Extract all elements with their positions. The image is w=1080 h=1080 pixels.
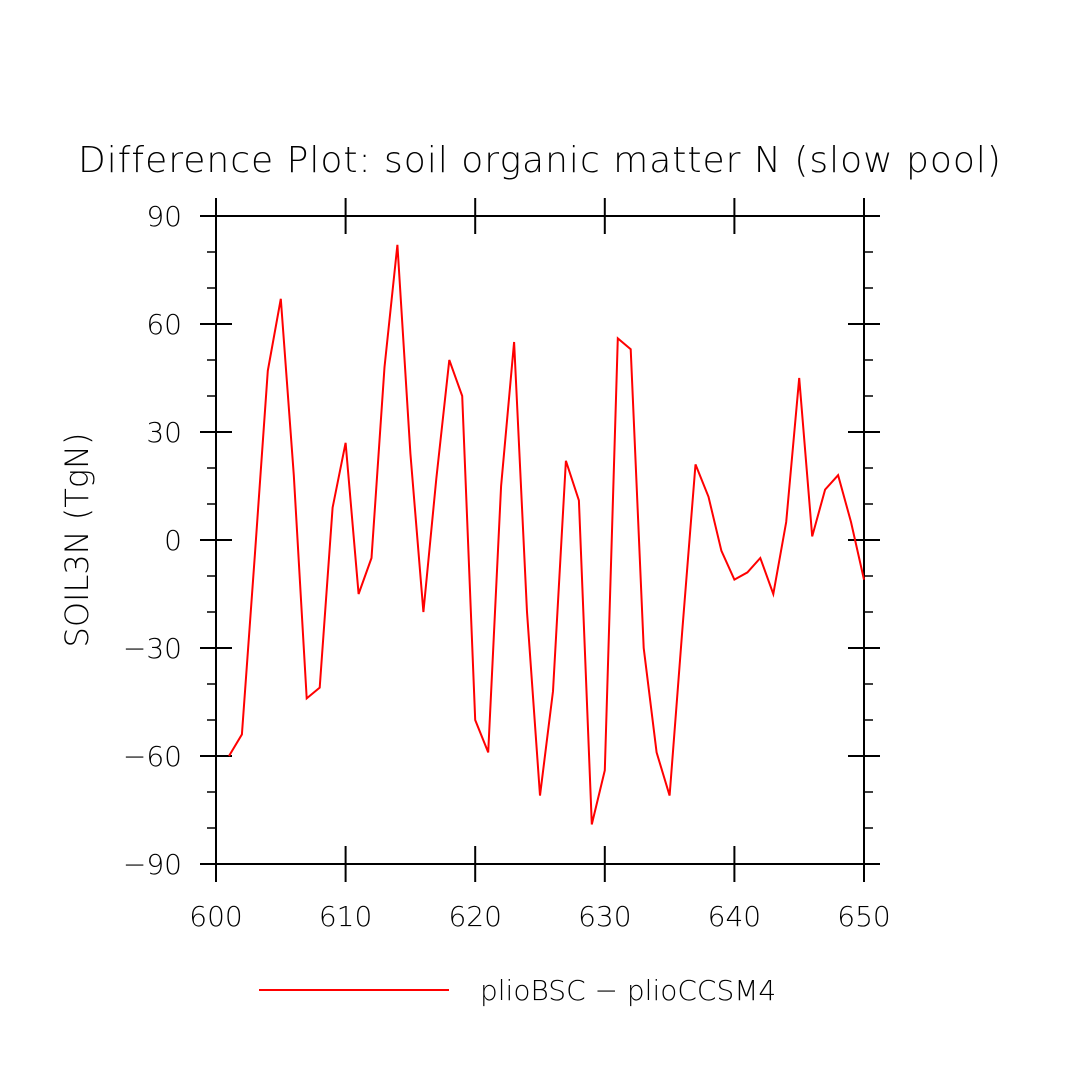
y-tick-label: 90 (146, 200, 182, 233)
x-tick-label: 610 (319, 900, 372, 933)
y-tick-labels: 90 60 30 0 −30 −60 −90 (123, 200, 182, 881)
y-axis-label: SOIL3N (TgN) (58, 433, 96, 648)
series-line-0 (228, 244, 865, 825)
legend-label: plioBSC − plioCCSM4 (480, 974, 776, 1007)
x-tick-labels: 600 610 620 630 640 650 (189, 900, 890, 933)
chart-title: Difference Plot: soil organic matter N (… (78, 140, 1002, 181)
y-tick-label: 0 (164, 524, 182, 557)
x-tick-label: 650 (837, 900, 890, 933)
plot-frame (215, 215, 865, 865)
x-tick-label: 640 (708, 900, 761, 933)
x-tick-label: 620 (448, 900, 501, 933)
series-group (228, 244, 865, 825)
y-tick-label: −90 (123, 848, 182, 881)
plot-axes (200, 198, 880, 882)
legend: plioBSC − plioCCSM4 (259, 974, 776, 1007)
y-tick-label: −60 (123, 740, 182, 773)
x-tick-label: 630 (578, 900, 631, 933)
y-tick-label: −30 (123, 632, 182, 665)
minor-ticks (207, 251, 873, 829)
y-tick-label: 30 (146, 416, 182, 449)
y-tick-label: 60 (146, 308, 182, 341)
x-tick-label: 600 (189, 900, 242, 933)
